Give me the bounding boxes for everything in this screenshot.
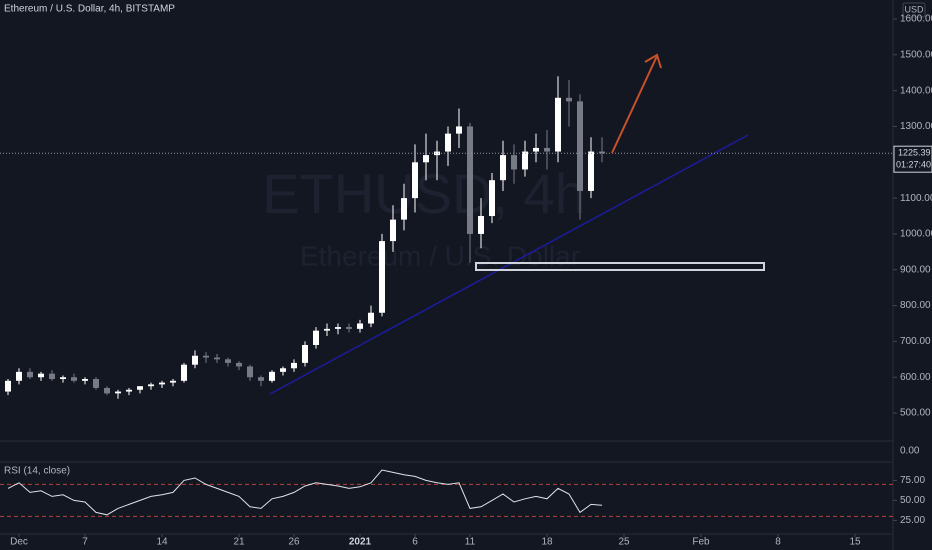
y-tick-label: 0.00: [900, 446, 920, 457]
candle-body: [302, 344, 308, 363]
y-tick-label: 1400.00: [900, 85, 932, 96]
candle-body: [16, 371, 22, 381]
x-tick-label: 7: [82, 537, 88, 548]
rsi-line: [7, 469, 603, 516]
x-tick-label: 6: [412, 537, 418, 548]
candle-body: [291, 362, 297, 369]
candle-body: [379, 241, 385, 313]
x-tick-label: 11: [465, 537, 476, 548]
candle-body: [82, 379, 88, 381]
last-price-box: [893, 145, 932, 173]
currency: USD: [904, 4, 924, 14]
candle-body: [280, 368, 286, 372]
y-tick-label: 25.00: [900, 515, 925, 526]
candle-body: [401, 198, 407, 220]
candle-body: [38, 373, 44, 378]
y-tick-label: 1000.00: [900, 229, 932, 240]
x-tick-label: 8: [775, 537, 781, 548]
x-tick-label: 26: [288, 537, 300, 548]
candle-body: [577, 101, 583, 191]
candle-body: [478, 216, 484, 234]
candle-body: [203, 355, 209, 358]
y-tick-label: 75.00: [900, 475, 925, 486]
candle-body: [181, 364, 187, 381]
y-tick-label: 1600.00: [900, 14, 932, 25]
candle-body: [71, 377, 77, 381]
candle-body: [126, 389, 132, 392]
candle-body: [555, 97, 561, 152]
candle-body: [368, 312, 374, 324]
candle-body: [115, 391, 121, 394]
candle-body: [236, 362, 242, 367]
candle-body: [27, 371, 33, 378]
y-tick-label: 1500.00: [900, 49, 932, 60]
trend-line[interactable]: [269, 134, 749, 395]
candle-body: [60, 377, 66, 380]
candle-body: [104, 387, 110, 394]
y-tick-label: 50.00: [900, 495, 925, 506]
candle-body: [599, 151, 605, 154]
x-tick-label: 2021: [349, 537, 372, 548]
candle-body: [335, 327, 341, 329]
x-tick-label: 14: [156, 537, 168, 548]
y-tick-label: 800.00: [900, 300, 931, 311]
candle-body: [214, 357, 220, 360]
candle-body: [434, 151, 440, 156]
candle-body: [258, 377, 264, 381]
candle-body: [533, 147, 539, 152]
y-tick-label: 1300.00: [900, 121, 932, 132]
candle-body: [192, 355, 198, 365]
candle-body: [247, 366, 253, 378]
arrow-head: [644, 53, 662, 69]
watermark-name: Ethereum / U.S. Dollar: [300, 240, 580, 271]
y-tick-label: 900.00: [900, 264, 931, 275]
x-tick-label: Feb: [692, 537, 710, 548]
candle-body: [456, 126, 462, 134]
candle-body: [137, 386, 143, 390]
watermark-symbol: ETHUSD, 4h: [262, 162, 586, 225]
x-tick-label: 25: [618, 537, 630, 548]
candle-body: [511, 155, 517, 170]
candle-body: [49, 373, 55, 380]
support-rectangle[interactable]: [475, 262, 765, 271]
candle-body: [544, 147, 550, 152]
candle-body: [269, 371, 275, 381]
x-tick-label: Dec: [10, 537, 28, 548]
candle-body: [566, 97, 572, 102]
currency-box[interactable]: [902, 2, 926, 18]
y-tick-label: 700.00: [900, 336, 931, 347]
candle-body: [93, 379, 99, 388]
y-tick-label: 600.00: [900, 372, 931, 383]
candle-body: [467, 126, 473, 234]
candle-body: [445, 133, 451, 152]
chart-title: Ethereum / U.S. Dollar, 4h, BITSTAMP: [4, 4, 175, 15]
x-tick-label: 15: [849, 537, 861, 548]
x-tick-label: 21: [233, 537, 245, 548]
countdown: 01:27:40: [896, 160, 931, 170]
y-tick-label: 1100.00: [900, 193, 932, 204]
candle-body: [489, 180, 495, 217]
candle-body: [148, 384, 154, 387]
candle-body: [313, 330, 319, 345]
candle-body: [159, 382, 165, 385]
candle-body: [346, 327, 352, 329]
last-price-label: 1225.39: [898, 148, 931, 158]
candle-body: [170, 380, 176, 383]
candle-body: [225, 359, 231, 363]
candle-body: [522, 151, 528, 170]
candle-body: [588, 151, 594, 191]
x-tick-label: 18: [541, 537, 553, 548]
candle-body: [423, 155, 429, 163]
rsi-title: RSI (14, close): [4, 466, 70, 477]
candle-body: [5, 380, 11, 392]
candle-body: [324, 328, 330, 331]
candle-body: [357, 323, 363, 329]
y-tick-label: 500.00: [900, 408, 931, 419]
candle-body: [500, 155, 506, 181]
arrow-shaft[interactable]: [611, 55, 658, 154]
candle-body: [390, 219, 396, 242]
candle-body: [412, 162, 418, 199]
